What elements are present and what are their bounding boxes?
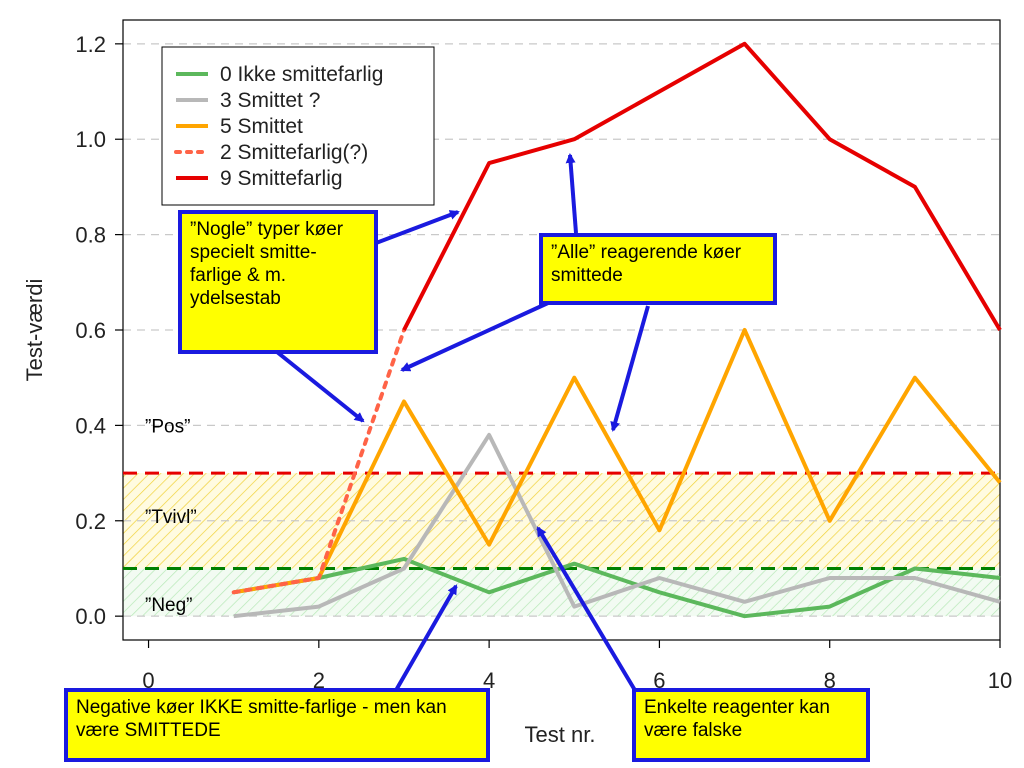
callout-enkelte: Enkelte reagenter kan være falske [632, 688, 870, 762]
x-tick-label: 0 [142, 668, 154, 693]
arrow-layer [275, 153, 650, 694]
band-1 [123, 568, 1000, 617]
series-line-2 [233, 328, 1002, 595]
zone-label: ”Neg” [145, 595, 193, 616]
callout-nogle: ”Nogle” typer køer specielt smitte-farli… [178, 210, 378, 354]
y-tick-label: 1.0 [75, 127, 106, 152]
callout-alle: ”Alle” reagerende køer smittede [539, 233, 777, 305]
x-axis-label: Test nr. [525, 722, 596, 747]
arrow-alle-to-dotted [400, 301, 549, 372]
legend-label: 2 Smittefarlig(?) [220, 141, 368, 164]
x-tick-label: 4 [483, 668, 495, 693]
zone-label: ”Pos” [145, 416, 190, 437]
arrow-nogle-to-dotted [275, 350, 365, 423]
legend-items: 0 Ikke smittefarlig 3 Smittet ? 5 Smittet 2… [174, 63, 383, 190]
x-tick-label: 8 [824, 668, 836, 693]
legend-label: 5 Smittet [220, 115, 303, 138]
arrow-negative-to-green [393, 584, 458, 693]
arrow-nogle-to-red [375, 210, 460, 245]
series-layer [231, 41, 1002, 619]
y-tick-label: 0.8 [75, 223, 106, 248]
x-tick-label: 10 [988, 668, 1012, 693]
legend-label: 9 Smittefarlig [220, 167, 343, 190]
band-layer [123, 473, 1000, 617]
series-line-0 [233, 556, 1001, 619]
legend: 0 Ikke smittefarlig 3 Smittet ? 5 Smittet 2… [161, 46, 435, 206]
callout-negative: Negative køer IKKE smitte-farlige - men … [64, 688, 490, 762]
threshold-layer [123, 471, 1000, 570]
x-tick-label: 6 [653, 668, 665, 693]
series-line-1 [233, 432, 1001, 619]
x-tick-label: 2 [313, 668, 325, 693]
legend-label: 3 Smittet ? [220, 89, 320, 112]
y-tick-label: 0.4 [75, 413, 106, 438]
series-line-4 [402, 41, 1002, 332]
y-tick-label: 0.6 [75, 318, 106, 343]
y-tick-label: 0.0 [75, 604, 106, 629]
arrow-alle-to-red [565, 153, 578, 234]
y-axis-label: Test-værdi [22, 279, 47, 382]
arrow-alle-to-orange [610, 305, 650, 432]
y-tick-label: 0.2 [75, 509, 106, 534]
axes-layer: 0 2 4 6 8 10 0.0 0.2 0.4 0.6 0.8 1.0 1.2 [75, 32, 1012, 693]
zone-label: ”Tvivl” [145, 507, 197, 528]
y-tick-label: 1.2 [75, 32, 106, 57]
zone-label-layer: ”Pos” ”Tvivl” ”Neg” [145, 416, 197, 616]
legend-label: 0 Ikke smittefarlig [220, 63, 383, 86]
series-line-3 [231, 328, 406, 595]
arrow-enkelte-to-gray [536, 526, 638, 694]
